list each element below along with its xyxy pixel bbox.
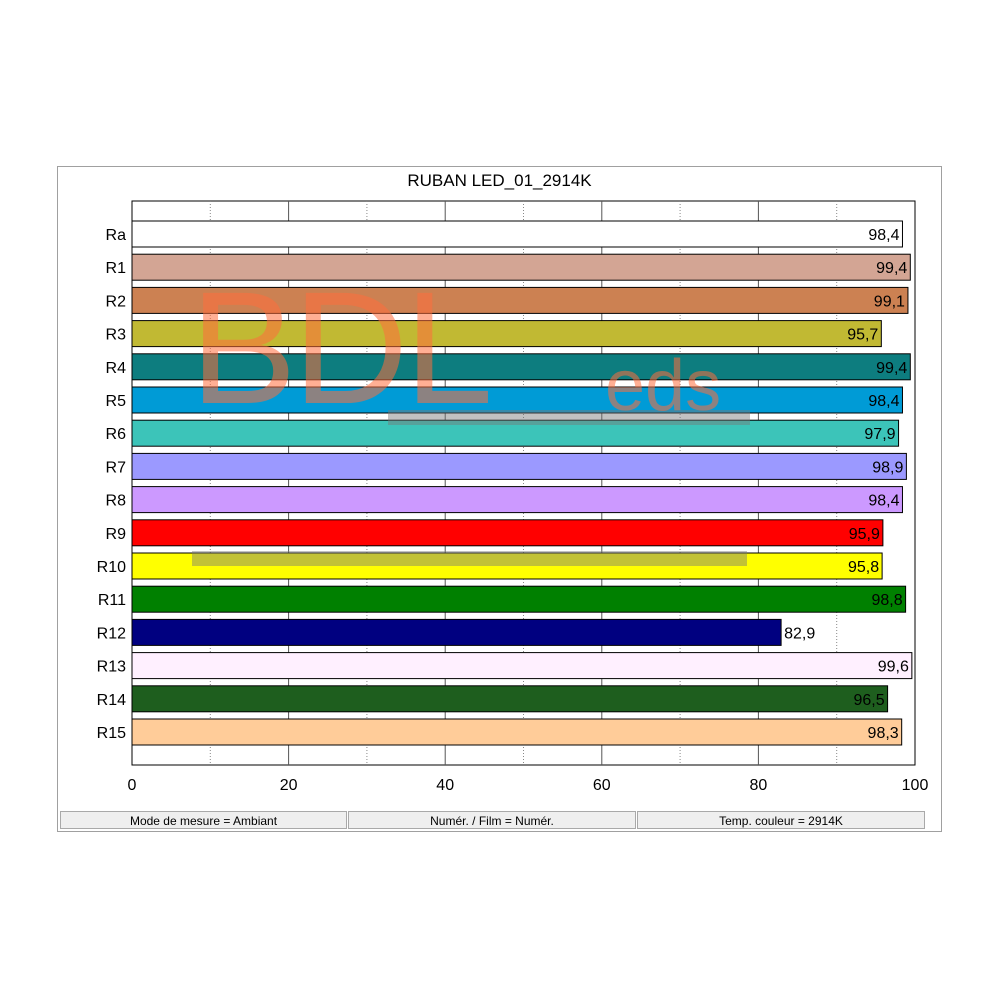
bar	[131, 486, 903, 514]
status-temp: Temp. couleur = 2914K	[637, 811, 925, 829]
bar	[131, 286, 909, 314]
status-bar: Mode de mesure = Ambiant Numér. / Film =…	[58, 810, 941, 832]
value-label: 98,4	[868, 227, 899, 244]
value-label: 98,3	[868, 725, 899, 742]
value-label: 99,4	[876, 260, 907, 277]
category-label: R10	[97, 559, 126, 576]
category-label: R11	[98, 592, 126, 609]
category-label: R3	[106, 327, 127, 344]
category-label: R4	[106, 360, 127, 377]
value-label: 99,1	[874, 293, 905, 310]
bar	[131, 386, 903, 414]
value-label: 95,7	[847, 327, 878, 344]
bar-chart: Ra 98,4 R1 99,4 R2 99,1 R3 95,7 R4 99,4 R5 98,4 R6 97…	[97, 200, 929, 794]
bar	[131, 618, 782, 646]
chart-window: RUBAN LED_01_2914K Ra 98,4 R1 99,4 R2 99,1 R3 9…	[57, 166, 942, 832]
value-label: 82,9	[784, 625, 815, 642]
category-label: R12	[97, 625, 126, 642]
value-label: 95,8	[848, 559, 879, 576]
category-label: R14	[97, 692, 126, 709]
value-label: 96,5	[853, 692, 884, 709]
bar	[131, 685, 889, 713]
x-tick-label: 20	[280, 777, 298, 794]
value-label: 95,9	[849, 526, 880, 543]
bar	[131, 452, 907, 480]
bar	[131, 519, 884, 547]
x-tick-label: 100	[902, 777, 929, 794]
status-numer: Numér. / Film = Numér.	[348, 811, 636, 829]
category-label: R5	[106, 393, 127, 410]
chart-title: RUBAN LED_01_2914K	[407, 171, 592, 190]
bar	[131, 585, 907, 613]
value-label: 98,8	[871, 592, 902, 609]
category-label: R8	[106, 493, 127, 510]
bar	[131, 552, 883, 580]
x-tick-label: 0	[128, 777, 137, 794]
x-tick-label: 80	[750, 777, 768, 794]
bar	[131, 652, 913, 680]
bar	[131, 220, 903, 248]
value-label: 97,9	[864, 426, 895, 443]
category-label: R15	[97, 725, 126, 742]
bar	[131, 320, 882, 348]
category-label: R7	[106, 459, 127, 476]
value-label: 99,6	[878, 659, 909, 676]
value-label: 98,4	[868, 493, 899, 510]
bar	[131, 718, 903, 746]
status-mode: Mode de mesure = Ambiant	[60, 811, 347, 829]
category-label: Ra	[106, 227, 127, 244]
category-label: R6	[106, 426, 127, 443]
x-tick-label: 40	[436, 777, 454, 794]
category-label: R2	[106, 293, 127, 310]
category-label: R1	[106, 260, 127, 277]
bar	[131, 419, 900, 447]
value-label: 99,4	[876, 360, 907, 377]
category-label: R9	[106, 526, 127, 543]
value-label: 98,4	[868, 393, 899, 410]
value-label: 98,9	[872, 459, 903, 476]
x-tick-label: 60	[593, 777, 611, 794]
category-label: R13	[97, 659, 126, 676]
bar	[131, 253, 911, 281]
bar	[131, 353, 911, 381]
